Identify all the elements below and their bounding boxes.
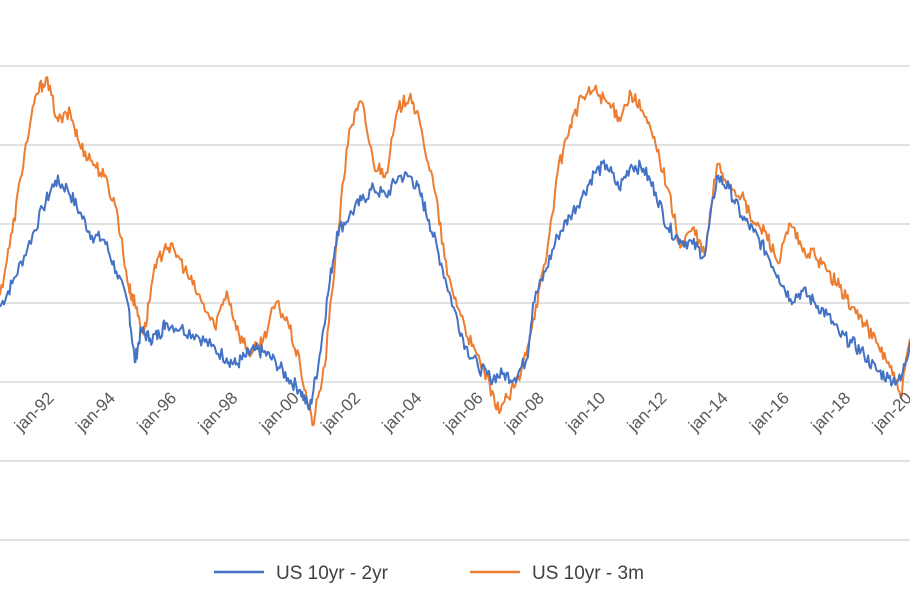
x-tick-label: jan-92 (10, 388, 58, 436)
x-tick-label: jan-16 (745, 388, 793, 436)
legend-label-us-10yr-2yr[interactable]: US 10yr - 2yr (276, 563, 389, 584)
series-lines (0, 76, 910, 427)
legend: US 10yr - 2yr US 10yr - 3m (214, 563, 644, 584)
x-tick-label: jan-18 (807, 388, 855, 436)
x-tick-label: jan-10 (562, 388, 610, 436)
x-tick-label: jan-00 (255, 388, 303, 436)
gridlines (0, 65, 910, 541)
x-tick-label: jan-94 (71, 388, 119, 436)
x-tick-label: jan-02 (317, 388, 365, 436)
legend-label-us-10yr-3m[interactable]: US 10yr - 3m (532, 563, 644, 584)
x-tick-label: jan-04 (378, 388, 426, 436)
x-tick-label: jan-12 (623, 388, 671, 436)
x-tick-label: jan-06 (439, 388, 487, 436)
x-tick-label: jan-96 (133, 388, 181, 436)
x-tick-label: jan-14 (684, 388, 732, 436)
x-tick-label: jan-98 (194, 388, 242, 436)
series-line-us-10yr-2yr (0, 159, 910, 411)
x-axis-tick-labels: jan-92 jan-94 jan-96 jan-98 jan-00 jan-02 jan-… (10, 388, 910, 436)
series-line-us-10yr-3m (0, 76, 910, 427)
x-tick-label: jan-20 (868, 388, 910, 436)
